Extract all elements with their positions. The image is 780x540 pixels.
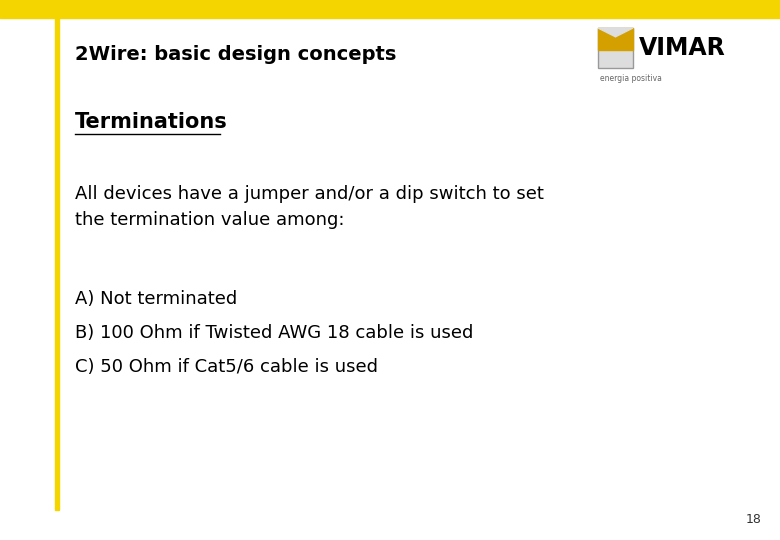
FancyBboxPatch shape — [598, 28, 633, 68]
Text: energia positiva: energia positiva — [600, 74, 662, 83]
Polygon shape — [598, 28, 633, 37]
Bar — [598, 28, 633, 50]
Text: B) 100 Ohm if Twisted AWG 18 cable is used: B) 100 Ohm if Twisted AWG 18 cable is us… — [75, 324, 473, 342]
Bar — [55, 18, 59, 510]
Bar — [0, 0, 780, 18]
Text: 18: 18 — [746, 513, 762, 526]
Text: Terminations: Terminations — [75, 112, 228, 132]
Text: A) Not terminated: A) Not terminated — [75, 290, 237, 308]
Text: C) 50 Ohm if Cat5/6 cable is used: C) 50 Ohm if Cat5/6 cable is used — [75, 358, 378, 376]
Text: All devices have a jumper and/or a dip switch to set: All devices have a jumper and/or a dip s… — [75, 185, 544, 203]
Text: 2Wire: basic design concepts: 2Wire: basic design concepts — [75, 45, 396, 64]
Text: the termination value among:: the termination value among: — [75, 211, 345, 229]
Text: VIMAR: VIMAR — [639, 36, 725, 60]
